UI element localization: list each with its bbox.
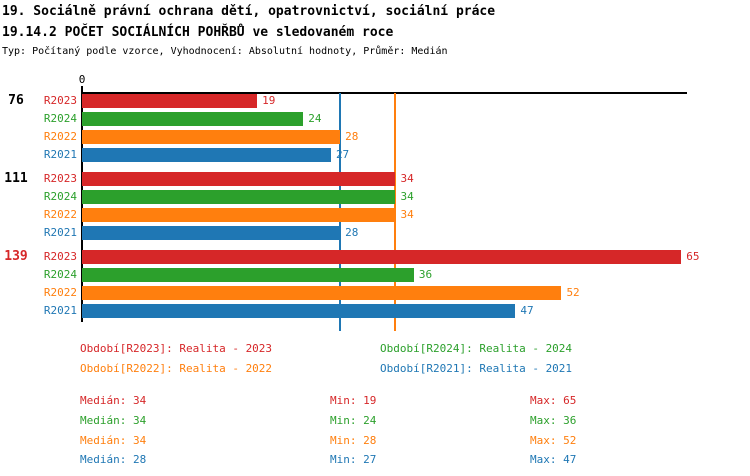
bar-r2024 [82,112,304,126]
bar-row-label-r2021: R2021 [43,226,77,239]
reference-line-r2022 [394,93,397,331]
bar-value-label: 34 [400,208,414,221]
bar-r2021 [82,226,341,240]
bar-value-label: 34 [400,172,414,185]
bar-row-label-r2021: R2021 [43,148,77,161]
chart-subtitle: 19.14.2 POČET SOCIÁLNÍCH POHŘBŮ ve sledo… [2,25,394,40]
x-axis-line [81,92,687,94]
bar-r2021 [82,148,331,162]
bar-row-label-r2024: R2024 [43,112,77,125]
bar-value-label: 36 [418,268,433,281]
bar-r2022 [82,130,341,144]
bar-r2021 [82,304,516,318]
bar-row-label-r2024: R2024 [43,190,77,203]
bar-row-label-r2023: R2023 [43,172,77,185]
bar-r2023 [82,94,258,108]
legend-item-r2024: Období[R2024]: Realita - 2024 [380,342,573,355]
legend-item-r2022: Období[R2022]: Realita - 2022 [80,362,273,375]
bar-value-label: 19 [262,94,276,107]
stat-min-r2023: Min: 19 [330,394,377,407]
stat-min-r2024: Min: 24 [330,414,377,427]
bar-row-label-r2023: R2023 [43,250,77,263]
stat-max-r2024: Max: 36 [530,414,577,427]
group-label: 111 [4,171,28,186]
bar-value-label: 34 [400,190,414,203]
bar-value-label: 24 [308,112,322,125]
x-axis-zero-label: 0 [78,73,86,86]
bar-row-label-r2022: R2022 [43,130,77,143]
bar-row-label-r2022: R2022 [43,208,77,221]
chart-title: 19. Sociálně právní ochrana dětí, opatro… [2,4,496,19]
bar-row-label-r2021: R2021 [43,304,77,317]
stat-min-r2022: Min: 28 [330,434,377,447]
legend-item-r2023: Období[R2023]: Realita - 2023 [80,342,273,355]
chart-meta-line: Typ: Počítaný podle vzorce, Vyhodnocení:… [2,46,448,57]
bar-value-label: 28 [345,130,359,143]
bar-row-label-r2023: R2023 [43,94,77,107]
group-label: 139 [4,249,28,264]
stat-median-r2021: Medián: 28 [80,453,147,466]
legend-item-r2021: Období[R2021]: Realita - 2021 [380,362,573,375]
bar-r2023 [82,172,396,186]
stat-median-r2024: Medián: 34 [80,414,147,427]
stat-max-r2021: Max: 47 [530,453,577,466]
bar-r2023 [82,250,682,264]
bar-row-label-r2022: R2022 [43,286,77,299]
stat-max-r2022: Max: 52 [530,434,577,447]
bar-row-label-r2024: R2024 [43,268,77,281]
bar-r2022 [82,286,562,300]
bar-r2022 [82,208,396,222]
stat-median-r2022: Medián: 34 [80,434,147,447]
bar-value-label: 47 [520,304,534,317]
bar-value-label: 52 [566,286,580,299]
y-axis-line [81,86,83,322]
bar-value-label: 65 [686,250,700,263]
stat-median-r2023: Medián: 34 [80,394,147,407]
stat-min-r2021: Min: 27 [330,453,377,466]
bar-value-label: 27 [335,148,350,161]
bar-r2024 [82,268,414,282]
bar-r2024 [82,190,396,204]
stat-max-r2023: Max: 65 [530,394,577,407]
group-label: 76 [8,93,24,108]
bar-value-label: 28 [345,226,359,239]
